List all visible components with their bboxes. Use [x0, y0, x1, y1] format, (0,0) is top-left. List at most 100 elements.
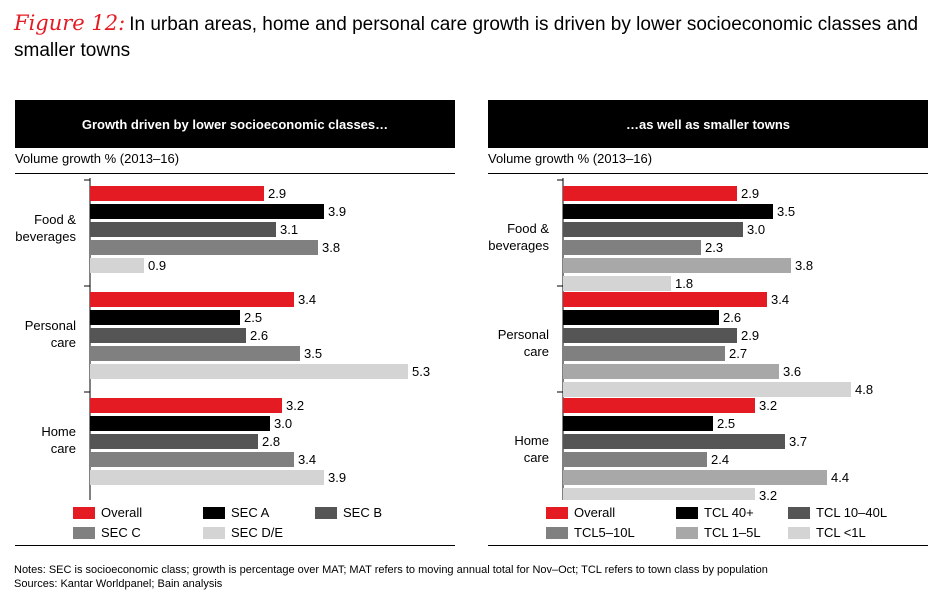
legend-swatch	[546, 526, 568, 539]
right-chart-ylabel: Volume growth % (2013–16)	[488, 151, 653, 166]
data-label: 0.9	[148, 258, 166, 273]
bar	[563, 310, 719, 325]
left-chart-bottom-rule	[15, 545, 455, 546]
legend-swatch	[676, 526, 698, 539]
legend-item: SEC A	[203, 505, 269, 520]
data-label: 2.6	[250, 328, 268, 343]
bar	[90, 310, 240, 325]
data-label: 2.9	[268, 186, 286, 201]
data-label: 2.4	[711, 452, 729, 467]
legend-swatch	[788, 506, 810, 519]
bar	[90, 470, 324, 485]
legend-swatch	[788, 526, 810, 539]
data-label: 3.4	[771, 292, 789, 307]
bar	[563, 222, 743, 237]
right-chart-banner: …as well as smaller towns	[488, 100, 928, 148]
data-label: 3.6	[783, 364, 801, 379]
bar	[563, 398, 755, 413]
right-chart-top-rule	[488, 173, 928, 174]
sources-text: Sources: Kantar Worldpanel; Bain analysi…	[14, 578, 223, 590]
data-label: 2.6	[723, 310, 741, 325]
bar	[90, 364, 408, 379]
data-label: 3.5	[304, 346, 322, 361]
bar	[563, 240, 701, 255]
legend-item: SEC D/E	[203, 525, 283, 540]
legend-swatch	[203, 526, 225, 539]
data-label: 2.9	[741, 328, 759, 343]
legend-swatch	[315, 506, 337, 519]
bar	[563, 382, 851, 397]
legend-item: TCL 1–5L	[676, 525, 761, 540]
bar	[563, 416, 713, 431]
category-label: care	[51, 441, 76, 456]
legend-swatch	[203, 506, 225, 519]
right-bar-chart: Food & beverages 2.9 3.5 3.0 2.3 3.8 1.8 Persona…	[488, 178, 873, 500]
data-label: 2.7	[729, 346, 747, 361]
data-label: 3.2	[286, 398, 304, 413]
category-label: Home	[514, 433, 549, 448]
category-label: care	[51, 335, 76, 350]
data-label: 2.5	[717, 416, 735, 431]
legend-swatch	[676, 506, 698, 519]
legend-swatch	[73, 526, 95, 539]
data-label: 3.5	[777, 204, 795, 219]
bar	[90, 204, 324, 219]
category-label: care	[524, 450, 549, 465]
left-chart-banner: Growth driven by lower socioeconomic cla…	[15, 100, 455, 148]
data-label: 3.8	[795, 258, 813, 273]
notes-text: Notes: SEC is socioeconomic class; growt…	[14, 564, 768, 576]
bar	[90, 186, 264, 201]
bar	[563, 186, 737, 201]
data-label: 5.3	[412, 364, 430, 379]
legend-item: Overall	[73, 505, 142, 520]
bar	[563, 328, 737, 343]
category-label: Home	[41, 424, 76, 439]
legend-item: SEC B	[315, 505, 382, 520]
figure-notes: Notes: SEC is socioeconomic class; growt…	[14, 563, 939, 591]
left-bar-chart: Food & beverages 2.9 3.9 3.1 3.8 0.9 Personal ca…	[15, 178, 430, 500]
legend-item: TCL 10–40L	[788, 505, 887, 520]
legend-label: TCL 40+	[704, 505, 754, 520]
right-chart-bottom-rule	[488, 545, 928, 546]
bar	[90, 452, 294, 467]
legend-label: SEC C	[101, 525, 141, 540]
bar	[563, 292, 767, 307]
left-chart-top-rule	[15, 173, 455, 174]
right-chart-legend: Overall TCL 40+ TCL 10–40L TCL5–10L TCL 1–5L…	[488, 502, 928, 546]
data-label: 2.5	[244, 310, 262, 325]
bar	[563, 364, 779, 379]
bar	[90, 416, 270, 431]
data-label: 4.4	[831, 470, 849, 485]
legend-swatch	[73, 506, 95, 519]
data-label: 3.9	[328, 204, 346, 219]
figure-title: Figure 12: In urban areas, home and perso…	[14, 10, 939, 64]
left-chart-ylabel: Volume growth % (2013–16)	[15, 151, 180, 166]
category-label: beverages	[488, 238, 549, 253]
legend-label: SEC A	[231, 505, 270, 520]
legend-label: TCL <1L	[816, 525, 866, 540]
legend-label: TCL 10–40L	[816, 505, 888, 520]
legend-label: SEC B	[343, 505, 383, 520]
bar	[90, 258, 144, 273]
bar	[563, 470, 827, 485]
data-label: 3.0	[274, 416, 292, 431]
legend-swatch	[546, 506, 568, 519]
category-label: Personal	[25, 318, 76, 333]
bar	[563, 488, 755, 500]
figure-number: Figure 12:	[14, 11, 126, 35]
bar	[90, 346, 300, 361]
bar	[90, 434, 258, 449]
legend-label: SEC D/E	[231, 525, 284, 540]
bar	[563, 258, 791, 273]
legend-item: TCL 40+	[676, 505, 754, 520]
bar	[90, 398, 282, 413]
data-label: 3.1	[280, 222, 298, 237]
legend-label: TCL5–10L	[574, 525, 635, 540]
bar	[90, 222, 276, 237]
data-label: 3.2	[759, 398, 777, 413]
data-label: 3.9	[328, 470, 346, 485]
category-label: Food &	[507, 221, 549, 236]
bar	[563, 276, 671, 291]
data-label: 3.4	[298, 292, 316, 307]
bar	[563, 346, 725, 361]
